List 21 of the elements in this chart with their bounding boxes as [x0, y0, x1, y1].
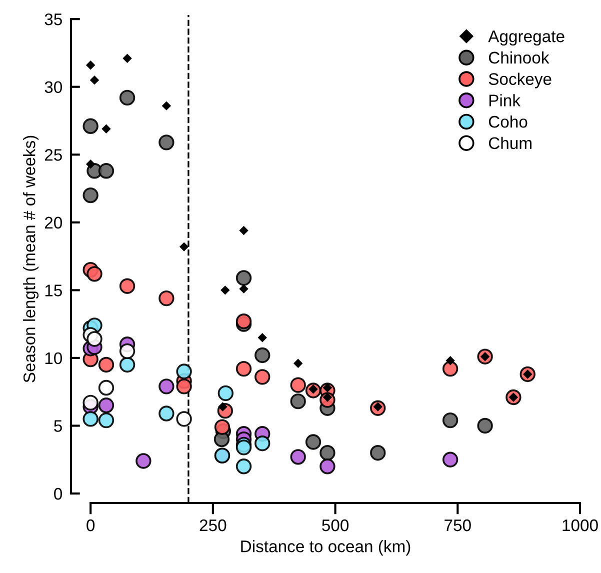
y-tick-label: 35 [44, 13, 62, 26]
legend-label: Aggregate [488, 30, 564, 46]
legend-label: Coho [488, 115, 528, 128]
y-tick-label: 15 [45, 284, 62, 296]
legend-label: Pink [489, 94, 521, 106]
y-axis-title: Season length (mean # of weeks) [23, 136, 39, 382]
y-tick-label: 30 [44, 81, 62, 94]
x-tick-label: 500 [322, 519, 349, 532]
legend-label: Chinook [488, 51, 550, 64]
y-tick-label: 5 [54, 420, 62, 432]
y-tick-label: 20 [44, 216, 62, 229]
x-tick-label: 750 [444, 519, 471, 532]
legend-label: Sockeye [488, 72, 552, 88]
y-tick-label: 0 [54, 488, 62, 500]
legend-label: Chum [488, 136, 532, 150]
y-tick-label: 10 [45, 352, 62, 364]
x-tick-label: 250 [200, 519, 226, 532]
x-tick-label: 0 [86, 519, 95, 532]
x-axis-title: Distance to ocean (km) [241, 540, 410, 556]
x-tick-label: 1000 [562, 519, 598, 532]
y-tick-label: 25 [44, 149, 62, 161]
